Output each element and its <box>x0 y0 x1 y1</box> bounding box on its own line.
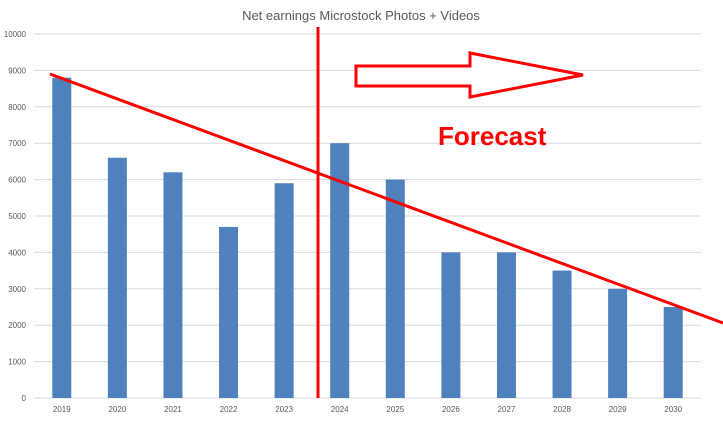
trend-line <box>49 72 723 325</box>
x-tick-label: 2020 <box>108 405 126 414</box>
y-tick-label: 7000 <box>8 139 26 148</box>
x-tick-label: 2027 <box>498 405 516 414</box>
x-tick-label: 2026 <box>442 405 460 414</box>
bar-2026 <box>441 252 461 398</box>
y-tick-label: 9000 <box>8 66 26 75</box>
bar-2028 <box>552 270 572 398</box>
bar-2020 <box>107 157 127 398</box>
bar-2021 <box>163 172 183 398</box>
y-tick-label: 4000 <box>8 248 26 257</box>
x-tick-label: 2024 <box>331 405 349 414</box>
x-tick-label: 2023 <box>275 405 293 414</box>
x-tick-label: 2029 <box>609 405 627 414</box>
bar-2024 <box>330 143 350 398</box>
y-tick-label: 2000 <box>8 321 26 330</box>
x-tick-label: 2019 <box>53 405 71 414</box>
y-tick-label: 10000 <box>4 30 27 39</box>
bar-2022 <box>219 226 239 398</box>
x-tick-label: 2022 <box>220 405 238 414</box>
bar-2025 <box>385 179 405 398</box>
x-tick-label: 2021 <box>164 405 182 414</box>
y-tick-label: 3000 <box>8 285 26 294</box>
chart-title: Net earnings Microstock Photos + Videos <box>242 8 480 23</box>
bar-2027 <box>496 252 516 398</box>
bar-2023 <box>274 183 294 398</box>
bar-2030 <box>663 307 683 398</box>
x-tick-label: 2030 <box>664 405 682 414</box>
arrow-right-icon <box>354 51 584 99</box>
y-tick-label: 0 <box>22 394 27 403</box>
y-tick-label: 1000 <box>8 358 26 367</box>
y-tick-label: 5000 <box>8 212 26 221</box>
x-tick-label: 2028 <box>553 405 571 414</box>
bar-2019 <box>52 77 72 399</box>
bar-2029 <box>608 288 628 398</box>
forecast-label: Forecast <box>438 121 547 151</box>
y-tick-label: 8000 <box>8 103 26 112</box>
x-tick-label: 2025 <box>386 405 404 414</box>
y-tick-label: 6000 <box>8 176 26 185</box>
